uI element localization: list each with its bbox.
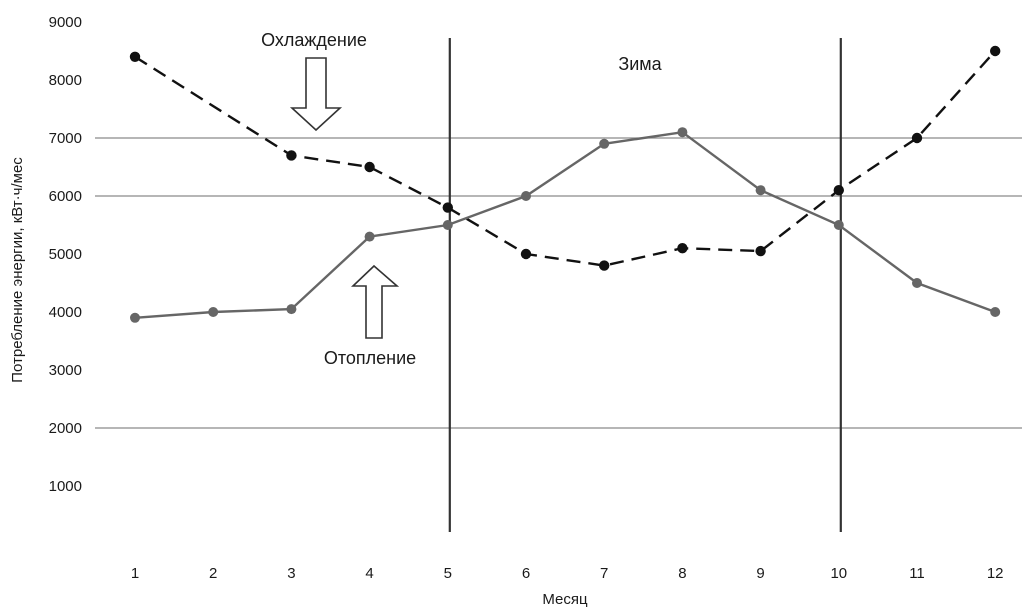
series-group xyxy=(129,45,1001,323)
heating-point-7 xyxy=(599,138,610,149)
heating-point-4 xyxy=(364,231,375,242)
heating-point-9 xyxy=(755,185,766,196)
y-tick-8000: 8000 xyxy=(49,72,82,89)
cooling-point-10 xyxy=(833,185,844,196)
x-tick-9: 9 xyxy=(756,565,764,582)
cooling-point-12 xyxy=(990,45,1001,57)
cooling-point-5 xyxy=(442,202,453,213)
y-tick-9000: 9000 xyxy=(49,14,82,31)
x-tick-1: 1 xyxy=(131,565,139,582)
cooling-annotation: Охлаждение xyxy=(261,30,367,50)
x-tick-6: 6 xyxy=(522,565,530,582)
y-tick-3000: 3000 xyxy=(49,362,82,379)
y-axis-label: Потребление энергии, кВт·ч/мес xyxy=(9,157,26,383)
cooling-point-4 xyxy=(364,161,375,173)
cooling-arrow-down-icon xyxy=(289,57,343,132)
heating-point-10 xyxy=(833,220,844,230)
x-axis-ticks: 1 2 3 4 5 6 7 8 9 10 11 12 xyxy=(131,565,1004,582)
period-label-winter: Зима xyxy=(618,54,662,74)
cooling-point-6 xyxy=(520,248,532,260)
grid-lines xyxy=(95,137,1022,429)
y-tick-2000: 2000 xyxy=(49,420,82,437)
heating-arrow-up-icon xyxy=(351,264,400,339)
x-tick-12: 12 xyxy=(987,565,1004,582)
x-tick-2: 2 xyxy=(209,565,217,582)
y-tick-4000: 4000 xyxy=(49,304,82,321)
cooling-point-1 xyxy=(129,51,141,62)
cooling-point-9 xyxy=(755,245,766,257)
x-tick-10: 10 xyxy=(830,565,847,582)
x-tick-4: 4 xyxy=(365,565,373,582)
cooling-point-11 xyxy=(911,132,923,144)
cooling-point-8 xyxy=(677,243,688,254)
cooling-series-line xyxy=(134,50,997,267)
y-axis-ticks: 1000 2000 3000 4000 5000 6000 7000 8000 9000 xyxy=(49,14,82,495)
heating-point-8 xyxy=(677,127,688,138)
heating-point-2 xyxy=(208,307,219,317)
y-tick-7000: 7000 xyxy=(49,130,82,147)
heating-point-3 xyxy=(286,304,297,315)
cooling-point-3 xyxy=(286,150,297,161)
period-dividers xyxy=(448,38,842,532)
heating-point-1 xyxy=(130,312,140,323)
heating-series-line xyxy=(134,130,996,319)
x-axis-label: Месяц xyxy=(542,591,588,607)
y-tick-5000: 5000 xyxy=(49,246,82,263)
heating-point-12 xyxy=(990,307,1001,317)
x-tick-3: 3 xyxy=(287,565,295,582)
heating-point-5 xyxy=(442,220,453,230)
heating-point-11 xyxy=(912,278,922,288)
cooling-point-7 xyxy=(599,260,610,271)
x-tick-11: 11 xyxy=(909,565,925,582)
y-tick-1000: 1000 xyxy=(49,478,82,495)
heating-annotation: Отопление xyxy=(324,348,416,368)
heating-point-6 xyxy=(521,191,531,201)
x-tick-7: 7 xyxy=(600,565,608,582)
y-tick-6000: 6000 xyxy=(49,188,82,205)
x-tick-5: 5 xyxy=(444,565,452,582)
x-tick-8: 8 xyxy=(678,565,686,582)
